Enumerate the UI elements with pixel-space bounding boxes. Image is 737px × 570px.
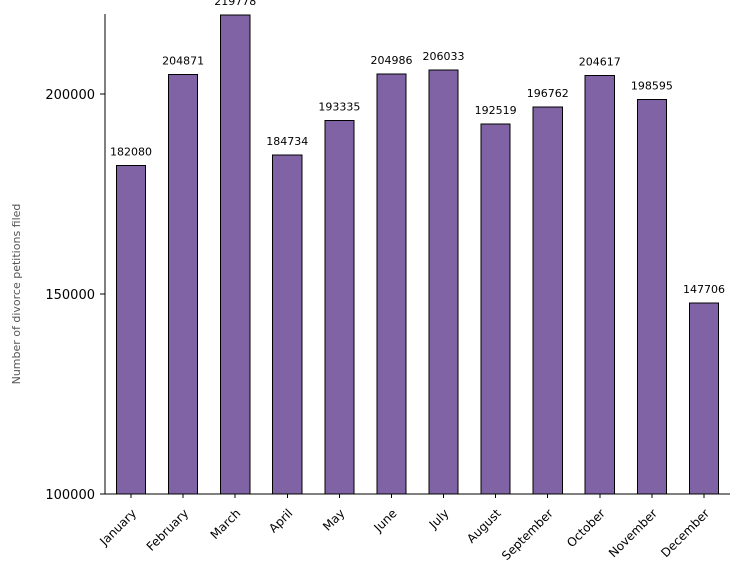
bar-august <box>480 123 511 495</box>
bar-may <box>324 120 355 495</box>
data-label-february: 204871 <box>162 55 204 68</box>
y-tick-label: 200000 <box>45 88 95 103</box>
x-tick-label-june: June <box>370 506 399 535</box>
x-tick-label-october: October <box>564 506 608 550</box>
data-label-july: 206033 <box>423 50 465 63</box>
data-label-december: 147706 <box>683 283 725 296</box>
y-axis-label: Number of divorce petitions filed <box>10 204 23 385</box>
y-tick-label: 100000 <box>45 488 95 503</box>
bars <box>115 14 720 495</box>
x-tick-label-november: November <box>606 506 660 560</box>
x-tick-label-december: December <box>658 506 712 560</box>
x-tick-label-may: May <box>320 506 347 533</box>
bar-march <box>220 14 251 495</box>
bar-february <box>168 74 199 495</box>
bar-october <box>584 75 615 495</box>
x-tick-label-april: April <box>266 506 295 535</box>
x-tick-label-february: February <box>144 506 192 554</box>
bar-july <box>428 69 459 495</box>
data-label-november: 198595 <box>631 80 673 93</box>
bar-september <box>532 106 563 495</box>
bar-april <box>272 154 303 495</box>
data-labels: 182080 204871 219778 184734 193335 204986 2060… <box>110 0 725 296</box>
bar-june <box>376 73 407 495</box>
data-label-january: 182080 <box>110 146 152 159</box>
x-tick-label-september: September <box>499 506 556 563</box>
data-label-september: 196762 <box>527 87 569 100</box>
data-label-march: 219778 <box>214 0 256 8</box>
bar-december <box>688 302 720 495</box>
data-label-april: 184734 <box>266 135 308 148</box>
x-tick-label-july: July <box>426 506 452 532</box>
bar-january <box>115 165 147 495</box>
data-label-august: 192519 <box>475 104 517 117</box>
x-tick-label-january: January <box>96 506 139 549</box>
data-label-may: 193335 <box>318 101 360 114</box>
y-axis: 100000 150000 200000 <box>45 14 106 503</box>
x-axis: January February March April May June July Augu… <box>96 493 730 563</box>
data-label-june: 204986 <box>370 54 412 67</box>
y-tick-label: 150000 <box>45 288 95 303</box>
data-label-october: 204617 <box>579 56 621 69</box>
x-tick-label-march: March <box>208 506 244 542</box>
x-tick-label-august: August <box>464 506 504 546</box>
bar-november <box>636 99 667 495</box>
